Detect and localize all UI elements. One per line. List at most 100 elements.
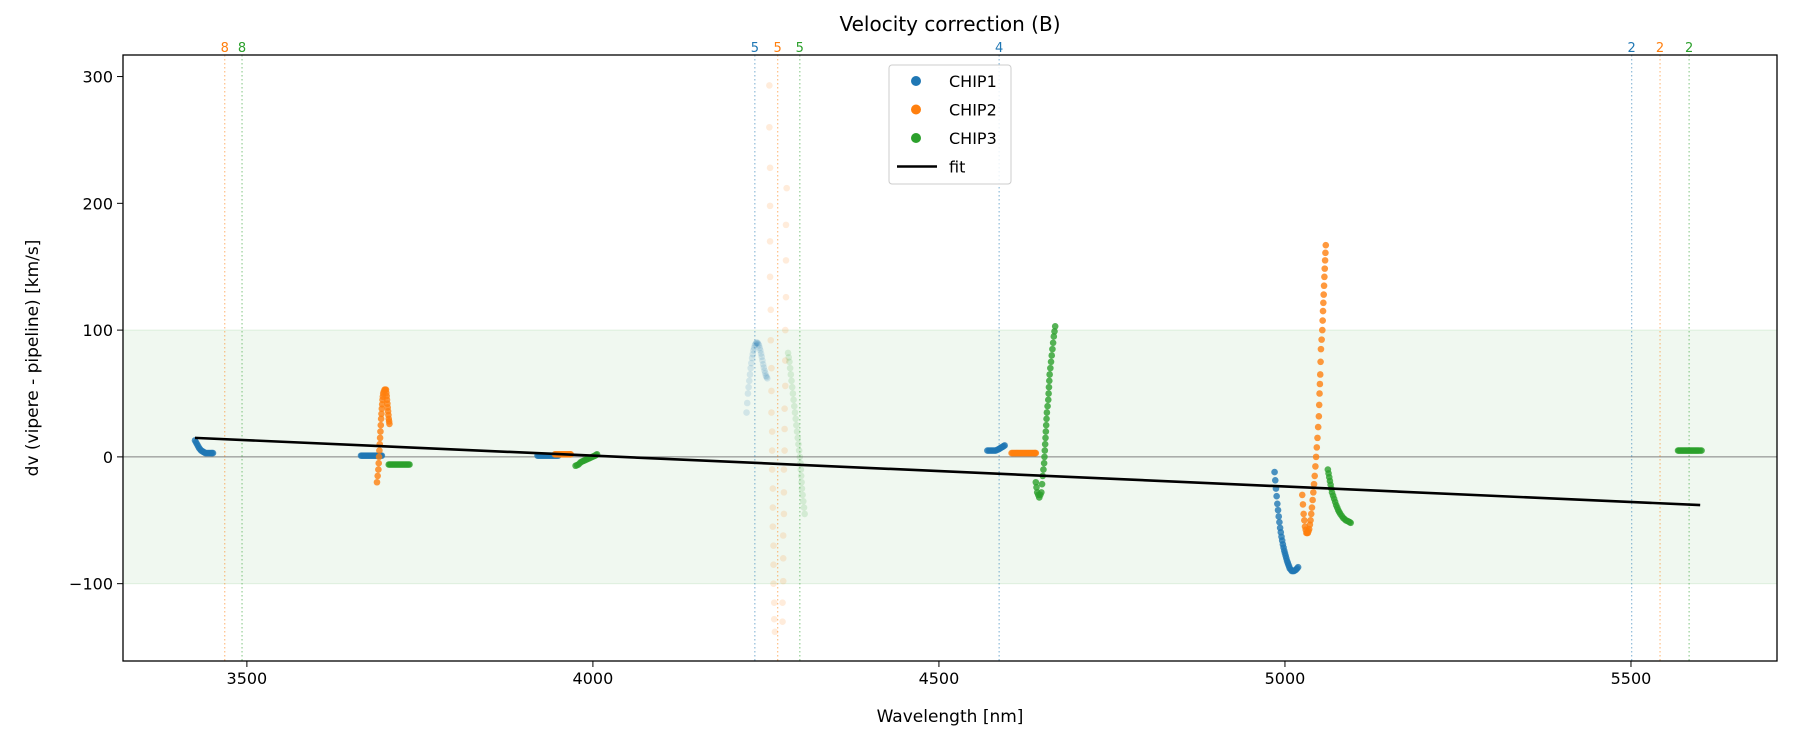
data-point [1316, 371, 1324, 378]
data-point [770, 580, 777, 587]
data-point [780, 489, 788, 496]
data-point [781, 382, 789, 390]
data-point [1307, 510, 1315, 518]
data-point [1321, 265, 1329, 272]
data-point [800, 504, 808, 511]
data-point [757, 347, 764, 354]
data-point [1317, 345, 1325, 353]
data-point [373, 478, 381, 486]
data-point [769, 504, 777, 511]
data-point [1312, 463, 1319, 470]
data-point [1312, 453, 1320, 461]
data-point [374, 472, 381, 480]
data-point [752, 339, 760, 347]
data-point [755, 342, 763, 349]
legend-label: fit [949, 158, 965, 177]
data-point [779, 532, 787, 539]
data-point [751, 342, 759, 349]
data-point [787, 371, 795, 378]
data-point [754, 339, 761, 347]
order-marker-label: 2 [1656, 41, 1664, 56]
data-point [797, 472, 805, 480]
data-point [795, 447, 803, 454]
data-point [1276, 518, 1283, 526]
data-point [1051, 323, 1059, 330]
data-point [1310, 489, 1317, 496]
data-point [1049, 339, 1057, 347]
legend-marker [911, 133, 921, 143]
data-point [781, 425, 788, 433]
data-point [1314, 434, 1321, 442]
data-point [1038, 489, 1045, 496]
data-point [781, 447, 788, 454]
data-point [1300, 510, 1307, 518]
data-point [771, 628, 779, 636]
data-point [790, 402, 798, 410]
data-point [1319, 307, 1327, 315]
data-point [798, 478, 805, 486]
data-point [770, 561, 777, 568]
data-point [1048, 352, 1056, 359]
data-point [767, 336, 775, 344]
y-tick-label: 0 [103, 448, 113, 467]
data-point [377, 415, 385, 423]
data-point [1271, 468, 1278, 476]
data-point [783, 184, 790, 192]
data-point [782, 293, 790, 301]
data-point [1322, 249, 1329, 257]
data-point [1314, 423, 1322, 431]
data-point [779, 555, 787, 562]
order-marker-label: 4 [995, 41, 1003, 56]
data-point [1313, 444, 1321, 451]
data-point [743, 399, 751, 407]
data-point [1032, 478, 1040, 486]
data-point [779, 599, 786, 606]
data-point [386, 420, 393, 428]
data-point [1043, 409, 1051, 416]
data-point [1315, 401, 1323, 409]
data-point [757, 350, 765, 357]
y-tick-label: 300 [82, 68, 113, 87]
data-point [1321, 257, 1329, 264]
data-point [1041, 453, 1048, 461]
data-point [766, 273, 774, 281]
axes-frame [122, 54, 1778, 662]
data-point [769, 485, 777, 492]
data-point [759, 361, 767, 368]
data-point [1045, 390, 1052, 397]
data-point [1698, 447, 1705, 454]
data-point [1040, 466, 1047, 473]
data-point [750, 344, 758, 352]
x-tick-label: 3500 [227, 669, 268, 688]
legend-label: CHIP2 [949, 101, 997, 120]
data-point [784, 349, 792, 357]
data-point [1045, 383, 1053, 391]
data-point [1273, 492, 1280, 500]
data-point [1038, 480, 1046, 488]
data-point [760, 364, 768, 371]
data-point [766, 238, 774, 245]
data-point [780, 510, 788, 518]
data-point [1310, 480, 1318, 488]
order-marker-label: 5 [774, 41, 782, 56]
legend-box [888, 64, 1012, 185]
data-point [1042, 434, 1049, 442]
data-point [1274, 500, 1281, 508]
data-point [794, 434, 802, 442]
data-point [747, 364, 754, 372]
data-point [791, 409, 799, 416]
data-point [1320, 282, 1328, 290]
data-point [770, 599, 778, 606]
data-point [781, 405, 788, 413]
x-tick-label: 4000 [573, 669, 614, 688]
data-point [1320, 291, 1328, 298]
data-point [1040, 459, 1048, 467]
data-point [1319, 317, 1326, 324]
x-tick-label: 5500 [1611, 669, 1652, 688]
order-marker-label: 2 [1628, 41, 1636, 56]
data-point [1299, 501, 1307, 508]
data-point [786, 358, 793, 366]
data-point [1308, 504, 1316, 511]
data-point [1298, 491, 1306, 499]
data-point [1315, 413, 1323, 420]
